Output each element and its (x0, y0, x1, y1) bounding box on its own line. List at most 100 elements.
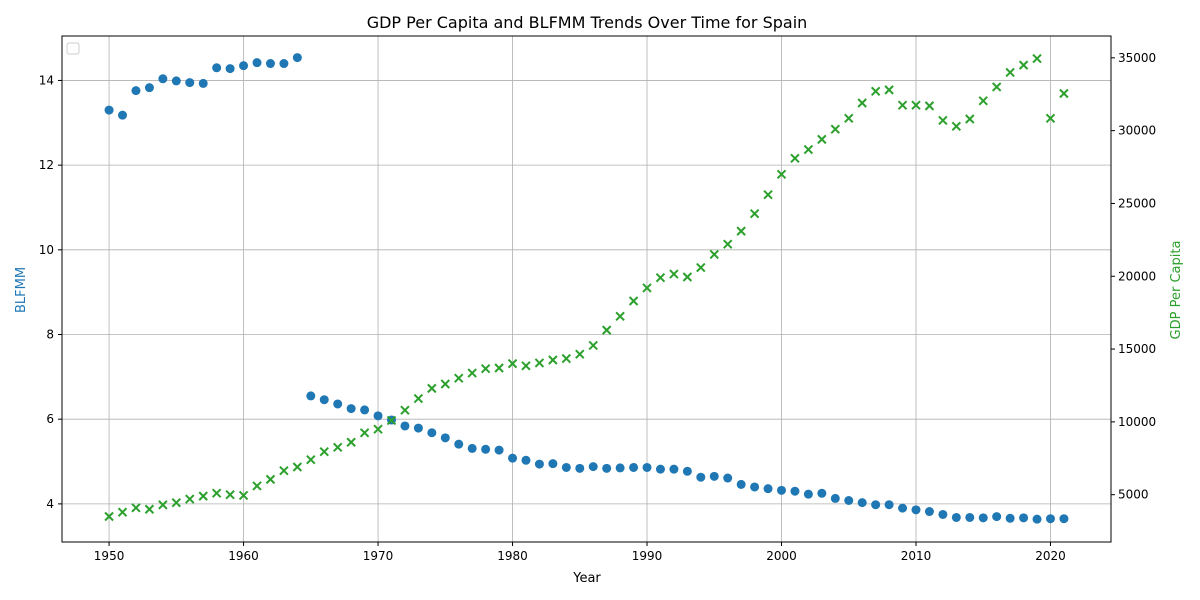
gdp-point (1045, 113, 1056, 123)
gdp-point (494, 363, 504, 373)
left-tick-label: 6 (46, 412, 54, 426)
x-tick-label: 1990 (632, 549, 663, 563)
blfmm-point (911, 505, 921, 515)
blfmm-point (830, 493, 840, 503)
blfmm-point (118, 110, 128, 120)
blfmm-point (306, 391, 316, 401)
gdp-point (386, 415, 397, 426)
blfmm-point (481, 444, 491, 454)
blfmm-point (777, 485, 787, 495)
blfmm-point (454, 439, 464, 449)
gdp-point (1018, 60, 1029, 70)
gdp-point (346, 437, 356, 447)
gdp-point (682, 272, 693, 282)
blfmm-point (642, 462, 652, 472)
gdp-point (265, 474, 276, 485)
gdp-point (991, 82, 1002, 92)
gdp-point (588, 340, 598, 351)
right-tick-label: 20000 (1118, 269, 1156, 283)
gdp-point (211, 488, 222, 498)
gdp-point (897, 100, 908, 110)
gdp-point (978, 96, 988, 106)
legend-box (66, 42, 80, 55)
gdp-point (427, 383, 437, 394)
left-tick-label: 4 (46, 497, 54, 511)
gdp-point (104, 511, 114, 522)
blfmm-point (279, 59, 289, 69)
right-tick-label: 30000 (1118, 124, 1156, 138)
gdp-point (306, 455, 316, 465)
gdp-point (749, 208, 760, 219)
gdp-point (1005, 67, 1015, 78)
gdp-point (830, 124, 841, 134)
gdp-point (373, 424, 383, 434)
left-tick-label: 12 (39, 158, 54, 172)
gdp-point (198, 491, 208, 501)
x-tick-label: 1960 (228, 549, 259, 563)
blfmm-point (898, 503, 908, 513)
gdp-point (628, 296, 639, 306)
gdp-point (400, 405, 410, 415)
gdp-point (655, 273, 666, 283)
blfmm-point (413, 423, 423, 433)
gdp-point (965, 114, 975, 124)
blfmm-point (131, 86, 141, 96)
gdp-point (1059, 88, 1069, 99)
left-axis-title: BLFMM (14, 267, 29, 313)
blfmm-point (212, 63, 222, 73)
gdp-point (709, 249, 719, 260)
blfmm-point (548, 459, 558, 469)
right-tick-label: 25000 (1118, 196, 1156, 210)
blfmm-point (655, 464, 665, 474)
blfmm-point (185, 78, 195, 88)
right-tick-label: 5000 (1118, 488, 1149, 502)
grid (62, 36, 1111, 542)
gdp-point (131, 503, 141, 513)
blfmm-point (696, 472, 706, 482)
gdp-point (292, 462, 303, 472)
blfmm-point (763, 484, 773, 494)
plot-frame (61, 35, 1112, 543)
gdp-point (790, 153, 800, 164)
ticks: 1950 1960 1970 1980 1990 2000 2010 2020 4 6 8 10 12 1… (39, 51, 1156, 563)
blfmm-point (871, 500, 881, 510)
blfmm-point (817, 488, 827, 498)
x-tick-label: 1970 (363, 549, 394, 563)
blfmm-point (104, 105, 114, 115)
blfmm-point (521, 455, 531, 465)
gdp-point (185, 494, 195, 504)
blfmm-point (158, 74, 168, 84)
gdp-point (601, 325, 612, 335)
gdp-point (736, 226, 746, 236)
blfmm-point (225, 64, 235, 74)
blfmm-point (171, 76, 181, 86)
left-tick-label: 10 (39, 243, 54, 257)
gdp-point (884, 85, 894, 95)
blfmm-point (265, 59, 275, 69)
gdp-point (911, 100, 921, 110)
blfmm-point (951, 512, 961, 522)
blfmm-point (1032, 514, 1042, 524)
gdp-point (548, 355, 558, 365)
right-tick-label: 15000 (1118, 342, 1156, 356)
blfmm-point (723, 473, 733, 483)
gdp-point (507, 358, 518, 369)
x-tick-label: 2020 (1035, 549, 1066, 563)
gdp-point (1032, 53, 1042, 64)
gdp-point (158, 500, 168, 510)
blfmm-point (346, 404, 356, 414)
blfmm-point (427, 428, 437, 438)
blfmm-point (1019, 513, 1029, 523)
blfmm-point (588, 462, 598, 472)
gdp-point (615, 311, 625, 322)
blfmm-point (884, 500, 894, 510)
right-tick-label: 35000 (1118, 51, 1156, 65)
blfmm-point (198, 78, 208, 88)
x-axis-title: Year (572, 571, 601, 586)
blfmm-point (494, 445, 504, 455)
blfmm-point (924, 507, 934, 517)
left-tick-label: 14 (39, 73, 54, 87)
gdp-point (575, 349, 585, 359)
